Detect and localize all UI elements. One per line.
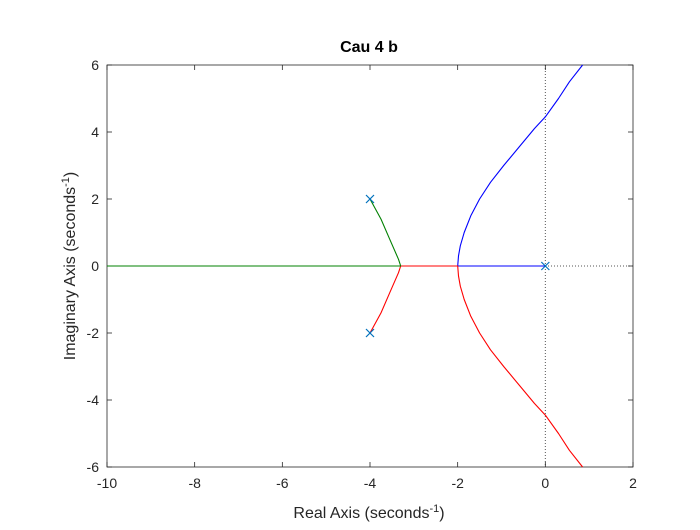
y-tick-label: 6 [91, 57, 99, 73]
chart-title: Cau 4 b [340, 39, 398, 56]
pole-marker-stroke [365, 328, 375, 338]
y-axis-label-group: Imaginary Axis (seconds-1) [60, 172, 79, 361]
y-tick-label: -6 [87, 459, 100, 475]
pole-marker [365, 328, 375, 338]
plot-layer: -10 -8 -6 -4 -2 0 2 -6 -4 -2 0 2 4 6 [87, 57, 638, 491]
locus-branch-1 [457, 64, 584, 267]
x-tick-label: 0 [541, 475, 549, 491]
x-axis-label-text: Real Axis (seconds [293, 505, 429, 522]
x-tick-label: -8 [188, 475, 201, 491]
x-axis-label: Real Axis (seconds-1) [293, 503, 444, 522]
y-axis-label-exponent: -1 [60, 177, 72, 187]
x-tick-label: 2 [629, 475, 637, 491]
y-tick-label: 4 [91, 124, 99, 140]
y-axis-label-close: ) [62, 172, 79, 177]
pole-marker [365, 194, 375, 204]
x-tick-label: -10 [97, 475, 117, 491]
pole-marker-stroke [540, 261, 550, 271]
x-tick-label: -6 [276, 475, 289, 491]
x-tick-label: -2 [451, 475, 464, 491]
pole-marker [540, 261, 550, 271]
x-tick-label: -4 [364, 475, 377, 491]
y-axis-label-text: Imaginary Axis (seconds [62, 187, 79, 360]
x-axis-label-close: ) [439, 505, 444, 522]
y-tick-label: -4 [87, 392, 100, 408]
y-tick-label: 0 [91, 258, 99, 274]
locus-branch-2 [369, 265, 584, 468]
locus-branch-3 [107, 198, 402, 267]
x-axis-label-exponent: -1 [429, 503, 439, 515]
y-tick-label: -2 [87, 325, 100, 341]
pole-marker-stroke [365, 194, 375, 204]
y-axis-label: Imaginary Axis (seconds-1) [60, 172, 79, 361]
y-tick-label: 2 [91, 191, 99, 207]
